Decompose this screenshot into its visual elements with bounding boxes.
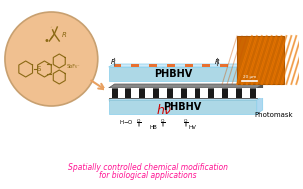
Bar <box>202 64 210 67</box>
Text: PHBHV: PHBHV <box>154 69 192 79</box>
Circle shape <box>5 12 98 106</box>
Text: $h\nu$: $h\nu$ <box>156 103 173 117</box>
Polygon shape <box>187 88 195 98</box>
Bar <box>132 64 139 67</box>
Polygon shape <box>118 88 125 98</box>
Bar <box>149 64 157 67</box>
Polygon shape <box>257 96 263 114</box>
Text: Spatially controlled chemical modification: Spatially controlled chemical modificati… <box>68 163 228 171</box>
Text: R: R <box>215 59 220 65</box>
Text: $\mathsf{\frac{O}{\|}}$: $\mathsf{\frac{O}{\|}}$ <box>136 117 142 129</box>
Polygon shape <box>257 84 263 98</box>
Bar <box>109 100 257 114</box>
Text: S: S <box>36 66 40 72</box>
Text: HB: HB <box>149 125 157 130</box>
Polygon shape <box>109 84 263 88</box>
Bar <box>167 64 175 67</box>
Text: R: R <box>62 32 67 38</box>
Text: for biological applications: for biological applications <box>99 171 197 180</box>
Bar <box>220 64 228 67</box>
Text: $\mathsf{\frac{O}{\|}}$: $\mathsf{\frac{O}{\|}}$ <box>183 117 188 129</box>
Bar <box>109 67 237 81</box>
Polygon shape <box>242 88 250 98</box>
Text: $\mathsf{\frac{O}{\|}}$: $\mathsf{\frac{O}{\|}}$ <box>160 117 165 129</box>
Polygon shape <box>201 88 208 98</box>
Text: HV: HV <box>189 125 197 130</box>
Text: R: R <box>111 59 116 65</box>
Bar <box>109 98 257 102</box>
Polygon shape <box>159 88 167 98</box>
Text: PHBHV: PHBHV <box>164 102 202 112</box>
Text: SbF₆⁻: SbF₆⁻ <box>66 64 80 69</box>
Polygon shape <box>237 64 242 81</box>
Polygon shape <box>173 88 181 98</box>
Polygon shape <box>214 88 222 98</box>
Polygon shape <box>109 64 242 67</box>
Polygon shape <box>228 88 236 98</box>
Text: •: • <box>43 36 49 46</box>
Bar <box>109 88 257 98</box>
Polygon shape <box>145 88 153 98</box>
Text: $\mathsf{H{-}O}$: $\mathsf{H{-}O}$ <box>118 118 133 126</box>
Polygon shape <box>256 88 264 98</box>
Bar <box>185 64 193 67</box>
Polygon shape <box>104 88 112 98</box>
Bar <box>237 36 285 84</box>
Text: 20 µm: 20 µm <box>243 75 256 79</box>
Bar <box>114 64 122 67</box>
Polygon shape <box>109 96 263 100</box>
Text: Photomask: Photomask <box>255 112 293 118</box>
Polygon shape <box>132 88 139 98</box>
